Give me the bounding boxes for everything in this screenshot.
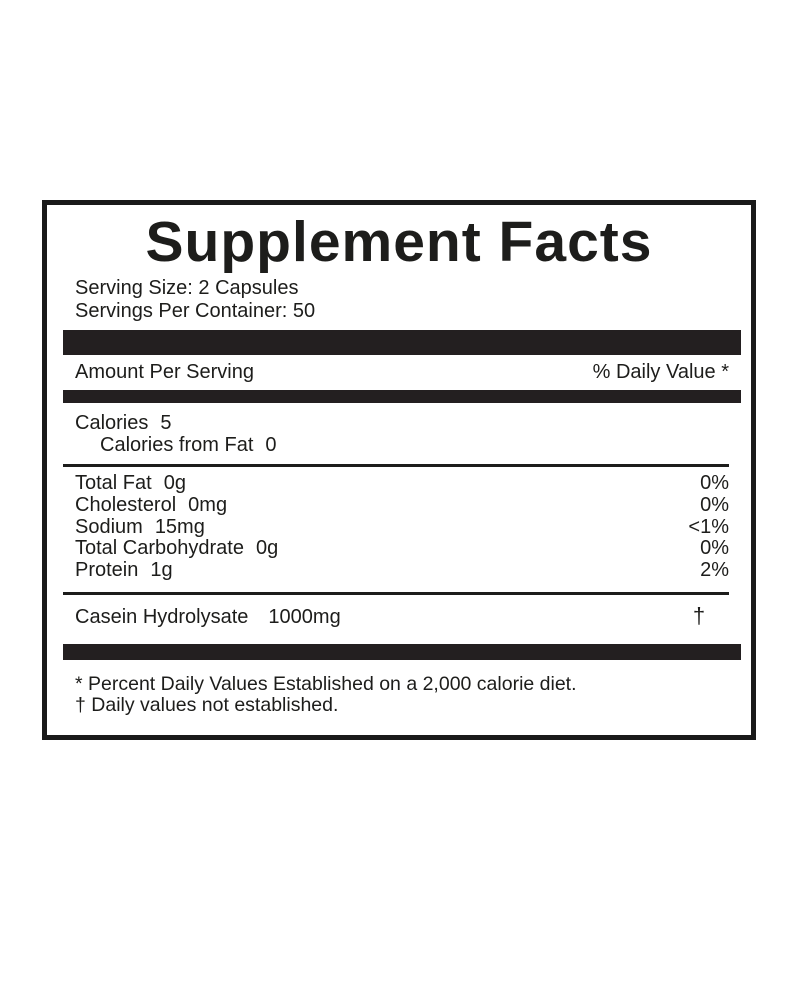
divider-bar-medium bbox=[63, 390, 741, 403]
nutrient-name: Sodium bbox=[75, 515, 143, 538]
nutrient-daily-value: 0% bbox=[700, 537, 729, 560]
nutrient-daily-value: 0% bbox=[700, 472, 729, 494]
nutrient-amount: 15mg bbox=[154, 515, 205, 538]
calories-value: 5 bbox=[160, 412, 172, 434]
calories-from-fat-row: Calories from Fat 0 bbox=[75, 434, 729, 456]
nutrient-amount: 1g bbox=[150, 559, 173, 582]
nutrient-row: Total Fat 0g 0% bbox=[75, 472, 729, 495]
nutrient-row: Cholesterol 0mg 0% bbox=[75, 493, 729, 517]
divider-rule-thin bbox=[63, 464, 729, 467]
calories-block: Calories 5 Calories from Fat 0 bbox=[47, 403, 751, 464]
servings-per-container: Servings Per Container: 50 bbox=[75, 299, 316, 322]
nutrient-name: Cholesterol bbox=[75, 493, 177, 516]
serving-size: Serving Size: 2 Capsules bbox=[75, 277, 299, 299]
nutrient-amount: 0g bbox=[255, 537, 279, 560]
ingredient-amount: 1000mg bbox=[268, 605, 341, 628]
divider-bar-thick-top bbox=[63, 330, 741, 355]
nutrient-rows: Total Fat 0g 0% Cholesterol 0mg 0% Sodium 1… bbox=[47, 467, 751, 592]
nutrient-daily-value: 0% bbox=[700, 493, 729, 516]
ingredient-name: Casein Hydrolysate bbox=[75, 605, 249, 628]
ingredient-row: Casein Hydrolysate 1000mg † bbox=[75, 602, 729, 629]
calories-from-fat-value: 0 bbox=[265, 434, 277, 456]
nutrient-amount: 0g bbox=[163, 472, 186, 494]
serving-info: Serving Size: 2 Capsules Servings Per Co… bbox=[47, 277, 751, 322]
amount-per-serving-header: Amount Per Serving bbox=[75, 361, 254, 383]
column-header-row: Amount Per Serving % Daily Value * bbox=[47, 355, 751, 390]
panel-title: Supplement Facts bbox=[145, 210, 653, 274]
nutrient-amount: 0mg bbox=[188, 493, 228, 516]
supplement-facts-panel: Supplement Facts Serving Size: 2 Capsule… bbox=[42, 200, 756, 740]
daily-value-header: % Daily Value * bbox=[592, 361, 729, 383]
nutrient-daily-value: 2% bbox=[700, 559, 729, 582]
nutrient-daily-value: <1% bbox=[688, 515, 729, 538]
nutrient-row: Sodium 15mg <1% bbox=[75, 515, 729, 539]
ingredient-block: Casein Hydrolysate 1000mg † bbox=[47, 595, 751, 629]
divider-bar-thick-bottom bbox=[63, 643, 741, 660]
divider-rule-thin bbox=[63, 591, 729, 595]
footnotes: * Percent Daily Values Established on a … bbox=[47, 672, 751, 716]
nutrient-name: Protein bbox=[75, 559, 139, 582]
footnote-daily-values-not-established: † Daily values not established. bbox=[75, 693, 339, 716]
ingredient-daily-value-dagger: † bbox=[692, 602, 706, 628]
nutrient-row: Total Carbohydrate 0g 0% bbox=[75, 538, 729, 560]
calories-name: Calories bbox=[75, 412, 149, 434]
calories-row: Calories 5 bbox=[75, 412, 729, 434]
footnote-percent-daily-values: * Percent Daily Values Established on a … bbox=[75, 672, 577, 695]
nutrient-name: Total Carbohydrate bbox=[75, 537, 244, 560]
nutrient-row: Protein 1g 2% bbox=[75, 559, 729, 582]
calories-from-fat-name: Calories from Fat bbox=[100, 434, 254, 456]
nutrient-name: Total Fat bbox=[75, 472, 152, 494]
